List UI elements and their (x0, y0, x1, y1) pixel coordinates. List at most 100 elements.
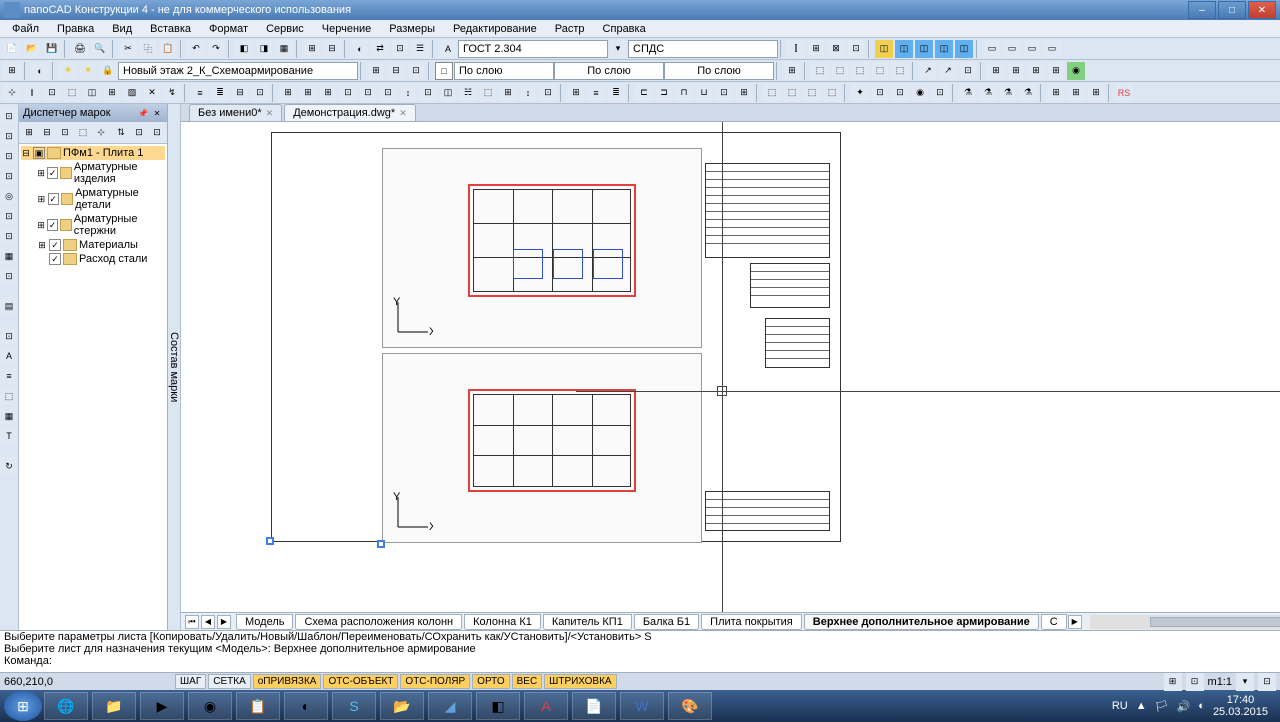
tool-icon[interactable]: ✕ (143, 84, 161, 102)
lock-icon[interactable]: 🔒 (99, 62, 117, 80)
status-icon[interactable]: ▾ (1236, 673, 1254, 691)
tool-icon[interactable]: ◫ (915, 40, 933, 58)
taskbar-app-icon[interactable]: ◧ (476, 692, 520, 720)
tool-icon[interactable]: ⊡ (931, 84, 949, 102)
preview-icon[interactable]: 🔍 (91, 40, 109, 58)
taskbar-pdf-icon[interactable]: 📄 (572, 692, 616, 720)
layout-tab[interactable]: Колонна К1 (464, 614, 541, 630)
tool-icon[interactable]: ⬚ (479, 84, 497, 102)
tool-icon[interactable]: ◉ (911, 84, 929, 102)
layout-tab[interactable]: С (1041, 614, 1067, 630)
tool-icon[interactable]: ⊞ (103, 84, 121, 102)
tool-icon[interactable]: ⊞ (1087, 84, 1105, 102)
tool-icon[interactable]: ⊡ (379, 84, 397, 102)
menu-view[interactable]: Вид (104, 21, 140, 37)
tool-icon[interactable]: ◐ (351, 40, 369, 58)
tool-icon[interactable]: ⊐ (655, 84, 673, 102)
tool-icon[interactable]: ≣ (607, 84, 625, 102)
tool-icon[interactable]: ↯ (163, 84, 181, 102)
panel-close-icon[interactable]: ✕ (151, 107, 163, 119)
taskbar-app-icon[interactable]: ◐ (284, 692, 328, 720)
layer-combo[interactable] (118, 62, 358, 80)
taskbar-word-icon[interactable]: W (620, 692, 664, 720)
tool-icon[interactable]: RS (1115, 84, 1133, 102)
tool-icon[interactable]: ☰ (411, 40, 429, 58)
system-tray[interactable]: RU ▲ 🏳 🔊 ◐ 17:40 25.03.2015 (1112, 694, 1276, 718)
tool-icon[interactable]: ◫ (935, 40, 953, 58)
taskbar-chrome-icon[interactable]: ◉ (188, 692, 232, 720)
menu-file[interactable]: Файл (4, 21, 47, 37)
tool-icon[interactable]: ⚗ (979, 84, 997, 102)
nav-next-icon[interactable]: ▶ (1068, 615, 1082, 629)
tool-icon[interactable]: ⊟ (323, 40, 341, 58)
lineweight-combo[interactable] (664, 62, 774, 80)
open-icon[interactable]: 📂 (23, 40, 41, 58)
tool-icon[interactable]: ⊡ (539, 84, 557, 102)
tool-icon[interactable]: ◫ (955, 40, 973, 58)
ptool-icon[interactable]: ⊡ (131, 125, 147, 141)
tool-icon[interactable]: ↗ (939, 62, 957, 80)
status-icon[interactable]: ⊞ (1164, 673, 1182, 691)
tool-icon[interactable]: ⊡ (871, 84, 889, 102)
doc-tab[interactable]: Демонстрация.dwg*✕ (284, 104, 416, 121)
tree-item[interactable]: ⊞✓Арматурные изделия (37, 160, 165, 186)
tool-icon[interactable]: ⊠ (827, 40, 845, 58)
tool-icon[interactable]: ⊡ (0, 327, 18, 345)
tool-icon[interactable]: ▦ (275, 40, 293, 58)
tool-icon[interactable]: ◨ (255, 40, 273, 58)
tool-icon[interactable]: ⊡ (0, 107, 18, 125)
tool-icon[interactable]: ⊡ (419, 84, 437, 102)
layout-tab[interactable]: Верхнее дополнительное армирование (804, 614, 1039, 630)
tool-icon[interactable]: ≡ (0, 367, 18, 385)
command-line[interactable]: Выберите параметры листа [Копировать/Уда… (0, 630, 1280, 672)
tool-icon[interactable]: ◧ (235, 40, 253, 58)
tool-icon[interactable]: ⊡ (0, 207, 18, 225)
tool-icon[interactable]: ⬚ (823, 84, 841, 102)
tool-icon[interactable]: ▭ (1003, 40, 1021, 58)
layout-tab[interactable]: Модель (236, 614, 293, 630)
tool-icon[interactable]: ↕ (519, 84, 537, 102)
light-icon[interactable]: ☀ (59, 62, 77, 80)
tool-icon[interactable]: ⊞ (783, 62, 801, 80)
panel-pin-icon[interactable]: 📌 (137, 107, 149, 119)
status-toggle[interactable]: ОРТО (472, 674, 509, 689)
font-combo[interactable] (458, 40, 608, 58)
tool-icon[interactable]: ◫ (895, 40, 913, 58)
status-icon[interactable]: ⊡ (1186, 673, 1204, 691)
tool-icon[interactable]: ⊡ (43, 84, 61, 102)
redo-icon[interactable]: ↷ (207, 40, 225, 58)
layout-tab[interactable]: Балка Б1 (634, 614, 699, 630)
tree-item[interactable]: ⊞✓Арматурные детали (37, 186, 165, 212)
print-icon[interactable]: 🖨 (71, 40, 89, 58)
cut-icon[interactable]: ✂ (119, 40, 137, 58)
tree-root[interactable]: ⊟▣ ПФм1 - Плита 1 (21, 146, 165, 160)
tool-icon[interactable]: ⊓ (675, 84, 693, 102)
status-icon[interactable]: ⊡ (1258, 673, 1276, 691)
menu-modify[interactable]: Редактирование (445, 21, 545, 37)
status-toggle[interactable]: ВЕС (512, 674, 543, 689)
tool-icon[interactable]: ↕ (399, 84, 417, 102)
tool-icon[interactable]: ⊟ (387, 62, 405, 80)
layout-tab[interactable]: Плита покрытия (701, 614, 802, 630)
ptool-icon[interactable]: ⊡ (57, 125, 73, 141)
tool-icon[interactable]: ⊔ (695, 84, 713, 102)
tool-icon[interactable]: ⊞ (1027, 62, 1045, 80)
tool-icon[interactable]: ⬚ (891, 62, 909, 80)
tool-icon[interactable]: ⊡ (0, 147, 18, 165)
status-toggle[interactable]: оПРИВЯЗКА (253, 674, 322, 689)
layer-props-icon[interactable]: ⊞ (3, 62, 21, 80)
undo-icon[interactable]: ↶ (187, 40, 205, 58)
tool-icon[interactable]: ⬚ (783, 84, 801, 102)
tool-icon[interactable]: ≡ (191, 84, 209, 102)
side-tab[interactable]: Состав марки (168, 104, 181, 630)
tool-icon[interactable]: ⇄ (371, 40, 389, 58)
ptool-icon[interactable]: ⊞ (21, 125, 37, 141)
taskbar-skype-icon[interactable]: S (332, 692, 376, 720)
tool-icon[interactable]: ⊡ (0, 167, 18, 185)
tool-icon[interactable]: ▭ (1023, 40, 1041, 58)
taskbar-paint-icon[interactable]: 🎨 (668, 692, 712, 720)
tool-icon[interactable]: ⊞ (303, 40, 321, 58)
tool-icon[interactable]: ⬚ (811, 62, 829, 80)
tree-item[interactable]: ⊞✓Арматурные стержни (37, 212, 165, 238)
save-icon[interactable]: 💾 (43, 40, 61, 58)
